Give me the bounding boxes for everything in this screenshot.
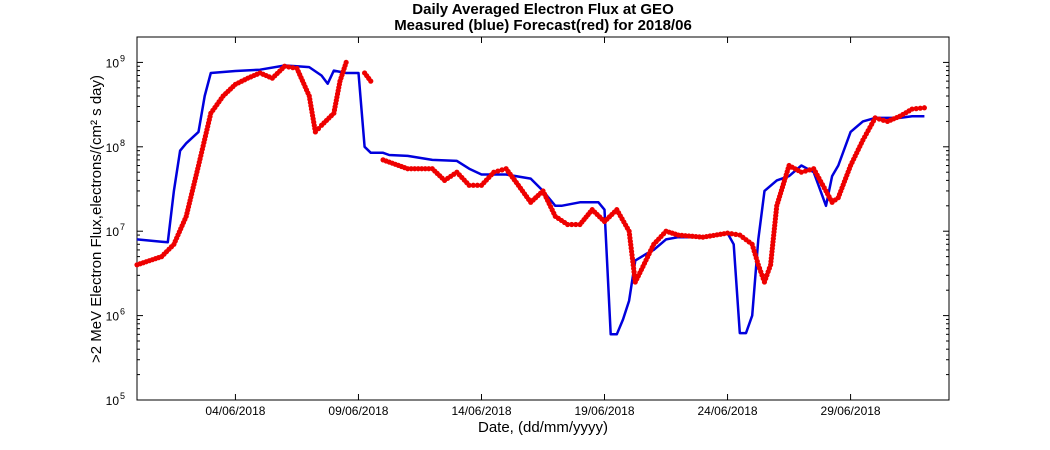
y-tick-exponent: 5 xyxy=(120,391,125,401)
forecast-point xyxy=(876,116,882,122)
x-tick-label: 24/06/2018 xyxy=(698,404,758,418)
chart-title: Daily Averaged Electron Flux at GEO xyxy=(412,1,674,18)
forecast-point xyxy=(798,169,804,175)
forecast-point xyxy=(491,169,497,175)
x-tick-label: 14/06/2018 xyxy=(451,404,511,418)
y-tick-label: 10 xyxy=(106,225,120,239)
forecast-point xyxy=(315,126,322,132)
forecast-point xyxy=(802,168,809,174)
forecast-point xyxy=(495,168,501,174)
y-tick-exponent: 9 xyxy=(120,53,125,63)
y-tick-exponent: 8 xyxy=(120,138,125,148)
forecast-point xyxy=(921,105,927,111)
forecast-point xyxy=(470,182,476,188)
y-tick-label: 10 xyxy=(106,310,120,324)
forecast-point xyxy=(917,105,923,111)
forecast-point xyxy=(282,63,288,69)
x-tick-label: 04/06/2018 xyxy=(205,404,265,418)
chart-subtitle: Measured (blue) Forecast(red) for 2018/0… xyxy=(394,17,692,34)
forecast-point xyxy=(368,78,374,84)
forecast-point xyxy=(806,167,813,173)
x-tick-label: 09/06/2018 xyxy=(328,404,388,418)
forecast-point xyxy=(569,221,575,228)
forecast-point xyxy=(343,59,349,66)
forecast-point xyxy=(286,64,292,70)
data-series xyxy=(134,59,927,336)
x-tick-label: 29/06/2018 xyxy=(821,404,881,418)
forecast-point xyxy=(880,117,886,123)
y-tick-label: 10 xyxy=(106,56,120,70)
y-tick-label: 10 xyxy=(106,141,120,155)
forecast-point xyxy=(290,65,296,71)
forecast-point xyxy=(872,115,878,121)
x-tick-label: 19/06/2018 xyxy=(574,404,634,418)
axis-ticks: 04/06/2018 09/06/2018 14/06/2018 19/06/2018… xyxy=(106,36,949,418)
forecast-point xyxy=(312,129,318,135)
y-tick-label: 10 xyxy=(106,394,120,408)
forecast-point xyxy=(913,106,919,112)
y-tick-exponent: 7 xyxy=(120,222,125,232)
forecast-point xyxy=(729,231,735,237)
forecast-point xyxy=(565,221,571,228)
plot-frame xyxy=(136,36,950,401)
forecast-point xyxy=(733,231,739,238)
x-axis-label: Date, (dd/mm/yyyy) xyxy=(478,419,608,436)
forecast-point xyxy=(466,182,472,188)
forecast-point xyxy=(474,182,480,188)
forecast-point xyxy=(499,167,505,173)
forecast-point xyxy=(909,106,915,112)
forecast-point xyxy=(724,230,731,236)
y-axis-label: >2 MeV Electron Flux,electrons/(cm² s da… xyxy=(88,75,105,363)
y-tick-exponent: 6 xyxy=(120,307,125,317)
forecast-point xyxy=(573,221,579,228)
